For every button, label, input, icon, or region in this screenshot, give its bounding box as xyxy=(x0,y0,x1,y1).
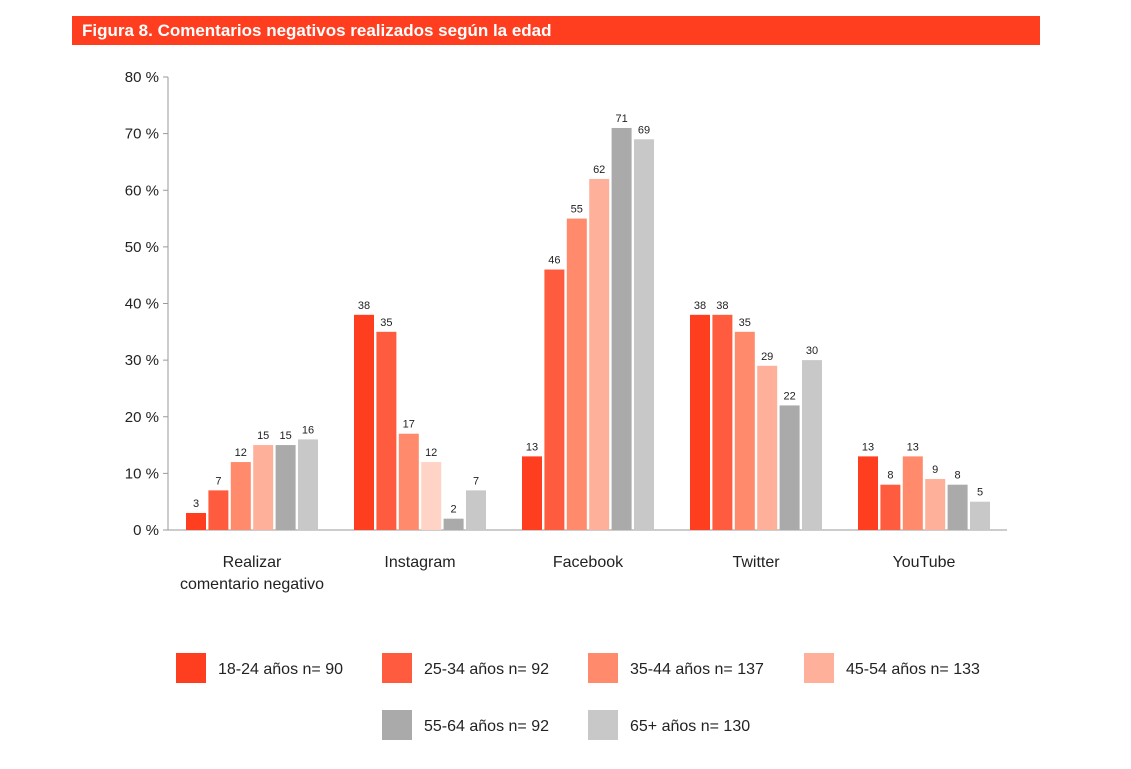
data-label: 69 xyxy=(638,124,650,136)
bar xyxy=(712,314,733,530)
y-tick-label: 50 % xyxy=(125,239,159,256)
bar xyxy=(779,405,800,530)
legend-swatch xyxy=(176,653,206,683)
bar xyxy=(443,518,464,530)
legend-swatch xyxy=(588,653,618,683)
data-label: 8 xyxy=(955,470,961,482)
y-tick-label: 20 % xyxy=(125,409,159,426)
category-label: Instagram xyxy=(384,554,455,571)
data-label: 22 xyxy=(783,390,795,402)
category-label: comentario negativo xyxy=(180,576,324,593)
legend-swatch xyxy=(382,653,412,683)
bar xyxy=(925,479,946,530)
data-label: 13 xyxy=(526,441,538,453)
data-label: 55 xyxy=(571,204,583,216)
data-label: 13 xyxy=(907,441,919,453)
y-tick-label: 60 % xyxy=(125,182,159,199)
data-label: 71 xyxy=(615,113,627,125)
category-label: Realizar xyxy=(223,554,282,571)
data-label: 9 xyxy=(932,464,938,476)
y-tick-label: 0 % xyxy=(133,522,159,539)
bar xyxy=(253,445,274,530)
data-label: 35 xyxy=(739,317,751,329)
data-label: 38 xyxy=(694,300,706,312)
legend-label: 18-24 años n= 90 xyxy=(218,661,343,678)
figure-title: Figura 8. Comentarios negativos realizad… xyxy=(72,16,1040,45)
legend-label: 65+ años n= 130 xyxy=(630,718,750,735)
category-label: YouTube xyxy=(893,554,956,571)
data-label: 2 xyxy=(451,504,457,516)
y-tick-label: 40 % xyxy=(125,296,159,313)
data-label: 30 xyxy=(806,345,818,357)
bar xyxy=(757,365,778,530)
bar xyxy=(611,127,632,531)
data-label: 15 xyxy=(279,430,291,442)
bar xyxy=(398,433,419,530)
data-label: 3 xyxy=(193,498,199,510)
bar xyxy=(589,178,610,531)
legend-swatch xyxy=(804,653,834,683)
category-label: Twitter xyxy=(732,554,780,571)
bar xyxy=(208,490,229,530)
data-label: 5 xyxy=(977,487,983,499)
legend-label: 35-44 años n= 137 xyxy=(630,661,764,678)
data-label: 7 xyxy=(215,475,221,487)
legend-swatch xyxy=(382,710,412,740)
bar xyxy=(522,456,542,530)
y-tick-label: 30 % xyxy=(125,352,159,369)
legend-label: 25-34 años n= 92 xyxy=(424,661,549,678)
bar xyxy=(858,456,878,530)
y-tick-label: 80 % xyxy=(125,69,159,86)
bar xyxy=(970,501,990,530)
bar xyxy=(376,331,397,530)
bar xyxy=(880,484,901,530)
y-tick-label: 10 % xyxy=(125,465,159,482)
bar xyxy=(466,490,486,530)
bar xyxy=(354,314,374,530)
data-label: 13 xyxy=(862,441,874,453)
legend-label: 45-54 años n= 133 xyxy=(846,661,980,678)
bar xyxy=(566,218,587,530)
data-label: 17 xyxy=(403,419,415,431)
bar xyxy=(230,462,251,530)
legend-swatch xyxy=(588,710,618,740)
y-tick-label: 70 % xyxy=(125,126,159,143)
bar xyxy=(902,456,923,530)
data-label: 16 xyxy=(302,424,314,436)
bar xyxy=(544,269,565,530)
bar xyxy=(690,314,710,530)
data-label: 15 xyxy=(257,430,269,442)
data-label: 38 xyxy=(358,300,370,312)
bar xyxy=(275,445,296,530)
bar xyxy=(947,484,968,530)
legend-label: 55-64 años n= 92 xyxy=(424,718,549,735)
bar xyxy=(734,331,755,530)
bar xyxy=(802,360,822,530)
data-label: 12 xyxy=(235,447,247,459)
data-label: 12 xyxy=(425,447,437,459)
data-label: 8 xyxy=(887,470,893,482)
data-label: 7 xyxy=(473,475,479,487)
bar xyxy=(634,139,654,530)
bar xyxy=(421,462,442,530)
data-label: 62 xyxy=(593,164,605,176)
bar xyxy=(298,439,318,530)
data-label: 46 xyxy=(548,255,560,267)
bar xyxy=(186,513,206,530)
data-label: 29 xyxy=(761,351,773,363)
data-label: 38 xyxy=(716,300,728,312)
data-label: 35 xyxy=(380,317,392,329)
category-label: Facebook xyxy=(553,554,624,571)
